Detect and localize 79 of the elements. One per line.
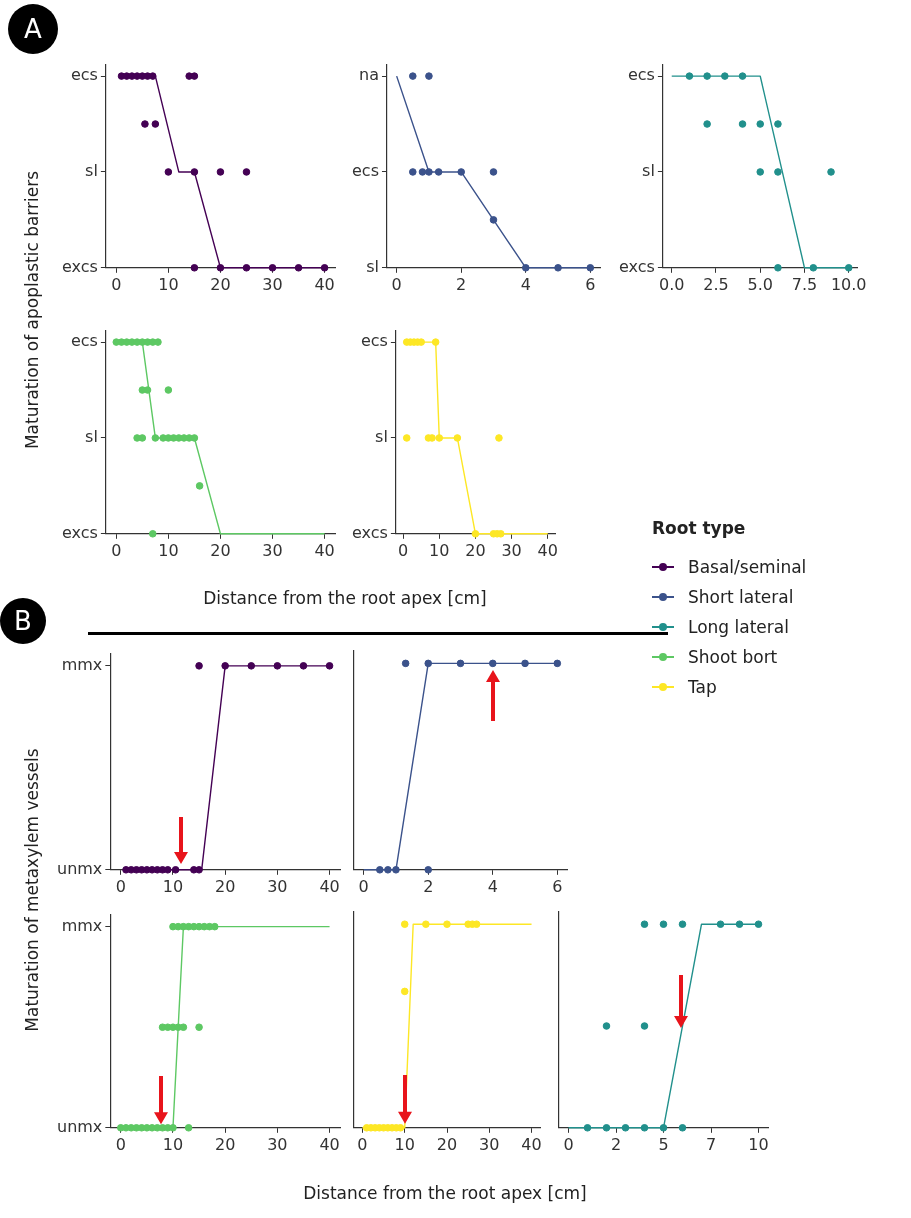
text: sl bbox=[375, 427, 388, 447]
chart-title: A bbox=[8, 4, 58, 54]
chart-title: B bbox=[0, 598, 46, 644]
x-tick-label: 20 bbox=[210, 540, 231, 560]
x-tick-label: 10 bbox=[158, 274, 179, 294]
x-tick-label: 30 bbox=[501, 540, 522, 560]
x-tick-label: 30 bbox=[262, 274, 283, 294]
x-tick-label: 10 bbox=[748, 1134, 769, 1154]
text: ecs bbox=[70, 331, 98, 351]
text: mmx bbox=[61, 654, 103, 674]
x-tick-label: 10 bbox=[162, 1134, 184, 1154]
text: ecs bbox=[351, 161, 379, 181]
x-tick-label: 5 bbox=[658, 1134, 669, 1154]
x-tick-label: 40 bbox=[314, 540, 335, 560]
x-tick-label: 0 bbox=[115, 1134, 126, 1154]
text: excs bbox=[618, 256, 655, 276]
legend-label: Basal/seminal bbox=[688, 557, 807, 577]
x-tick-label: 0 bbox=[115, 876, 126, 896]
x-tick-label: 30 bbox=[479, 1134, 500, 1154]
text: excs bbox=[61, 256, 98, 276]
text: excs bbox=[61, 522, 98, 542]
x-tick-label: 40 bbox=[537, 540, 558, 560]
text: sl bbox=[642, 161, 655, 181]
text: sl bbox=[85, 161, 98, 181]
x-tick-label: 2 bbox=[456, 274, 467, 294]
x-tick-label: 30 bbox=[262, 540, 283, 560]
x-tick-label: 20 bbox=[465, 540, 486, 560]
text: na bbox=[359, 65, 379, 85]
y-axis-title: Maturation of apoplastic barriers bbox=[22, 169, 43, 452]
x-tick-label: 40 bbox=[314, 274, 335, 294]
x-tick-label: 7.5 bbox=[791, 274, 818, 294]
x-tick-label: 10 bbox=[394, 1134, 415, 1154]
x-tick-label: 10 bbox=[158, 540, 179, 560]
x-tick-label: 20 bbox=[436, 1134, 458, 1154]
x-tick-label: 30 bbox=[267, 876, 288, 896]
legend-label: Tap bbox=[688, 677, 717, 697]
x-tick-label: 20 bbox=[210, 274, 231, 294]
x-tick-label: 7 bbox=[705, 1134, 717, 1154]
x-axis-title: Distance from the root apex [cm] bbox=[202, 588, 488, 608]
x-tick-label: 40 bbox=[319, 1134, 340, 1154]
x-tick-label: 10.0 bbox=[830, 274, 867, 294]
legend-label: Long lateral bbox=[688, 617, 789, 637]
legend-title: Root type bbox=[652, 518, 747, 538]
text: sl bbox=[85, 427, 98, 447]
x-tick-label: 4 bbox=[520, 274, 531, 294]
x-tick-label: 5.0 bbox=[747, 274, 773, 294]
legend-label: Short lateral bbox=[688, 587, 794, 607]
x-tick-label: 0 bbox=[111, 540, 122, 560]
x-tick-label: 6 bbox=[552, 876, 563, 896]
text: ecs bbox=[627, 65, 655, 85]
x-tick-label: 2 bbox=[610, 1134, 622, 1154]
x-tick-label: 0 bbox=[398, 540, 409, 560]
x-tick-label: 0 bbox=[357, 1134, 368, 1154]
x-tick-label: 0 bbox=[391, 274, 402, 294]
x-tick-label: 0 bbox=[358, 876, 369, 896]
text: mmx bbox=[61, 915, 103, 935]
x-tick-label: 20 bbox=[214, 876, 236, 896]
x-tick-label: 0 bbox=[563, 1134, 574, 1154]
x-tick-label: 2 bbox=[423, 876, 434, 896]
text: unmx bbox=[56, 858, 103, 878]
text: ecs bbox=[360, 331, 388, 351]
x-tick-label: 10 bbox=[162, 876, 184, 896]
legend-label: Shoot bort bbox=[688, 647, 778, 667]
x-tick-label: 4 bbox=[487, 876, 498, 896]
x-tick-label: 2.5 bbox=[703, 274, 729, 294]
text: unmx bbox=[56, 1116, 103, 1136]
x-tick-label: 40 bbox=[521, 1134, 542, 1154]
text: sl bbox=[366, 256, 379, 276]
x-tick-label: 30 bbox=[267, 1134, 288, 1154]
x-tick-label: 10 bbox=[429, 540, 450, 560]
text: excs bbox=[351, 522, 388, 542]
x-tick-label: 20 bbox=[214, 1134, 236, 1154]
x-tick-label: 40 bbox=[319, 876, 340, 896]
x-tick-label: 0.0 bbox=[659, 274, 685, 294]
x-tick-label: 0 bbox=[111, 274, 122, 294]
x-tick-label: 6 bbox=[585, 274, 596, 294]
text: ecs bbox=[70, 65, 98, 85]
y-axis-title: Maturation of metaxylem vessels bbox=[22, 748, 42, 1032]
x-axis-title: Distance from the root apex [cm] bbox=[302, 1183, 588, 1203]
